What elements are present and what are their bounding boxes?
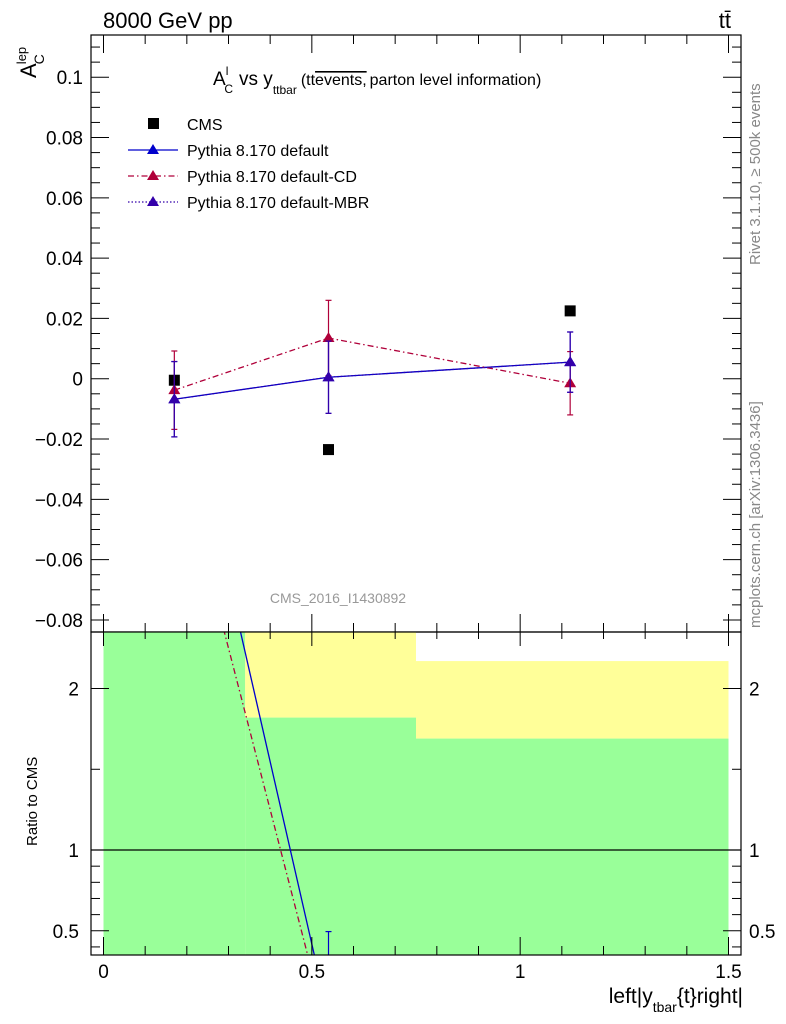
series-marker-3 — [322, 371, 335, 382]
ratio-y-tick-label-right: 1 — [749, 841, 760, 862]
ratio-y-tick-label-right: 0.5 — [749, 922, 775, 943]
main-y-tick-label: −0.04 — [35, 490, 84, 511]
series-marker-3 — [168, 393, 181, 404]
legend-default-cd-marker — [147, 170, 159, 180]
main-y-tick-label: −0.02 — [35, 430, 83, 451]
main-y-tick-label: 0.1 — [57, 68, 83, 89]
ratio-bands — [103, 632, 729, 955]
cms-data-point — [564, 305, 576, 317]
legend: CMS Pythia 8.170 default Pythia 8.170 de… — [128, 117, 369, 212]
ratio-data-layer — [91, 632, 741, 955]
main-y-tick-label: −0.08 — [35, 611, 83, 632]
cms-data-point — [323, 444, 334, 456]
legend-default-marker — [147, 144, 159, 154]
main-y-axis-label: AClep — [14, 47, 47, 78]
ratio-axes: 0.5 0.5 1 1 2 2 0 0.5 1 1.5 — [53, 632, 775, 983]
ratio-x-tick-label: 0.5 — [299, 962, 325, 983]
legend-default-mbr-label: Pythia 8.170 default-MBR — [187, 195, 369, 212]
main-plot-area — [91, 35, 741, 632]
ratio-yellow-band — [245, 632, 416, 718]
ratio-y-axis-label: Ratio to CMS — [24, 757, 41, 846]
ratio-series-line-0 — [239, 632, 315, 955]
ratio-x-tick-label: 0 — [98, 962, 109, 983]
ratio-x-tick-label: 1.5 — [715, 962, 741, 983]
ratio-green-band — [103, 632, 246, 955]
header-process-label: tt̄ — [719, 8, 731, 33]
ratio-y-tick-label: 0.5 — [53, 922, 79, 943]
series-marker-3 — [564, 356, 577, 367]
main-y-tick-label: 0.06 — [46, 189, 83, 210]
header-energy-label: 8000 GeV pp — [103, 8, 233, 33]
main-data-layer — [168, 299, 577, 456]
analysis-watermark: CMS_2016_I1430892 — [270, 590, 406, 606]
main-y-tick-label: −0.06 — [35, 551, 83, 572]
legend-default-label: Pythia 8.170 default — [187, 143, 329, 160]
main-y-tick-label: 0.04 — [46, 249, 83, 270]
ratio-green-band — [416, 738, 729, 955]
ratio-x-axis-label: left|ytbar{t}right| — [609, 985, 743, 1015]
ratio-y-tick-label: 1 — [68, 841, 79, 862]
legend-default-mbr-marker — [147, 196, 159, 206]
series-marker-2 — [322, 332, 335, 343]
ratio-y-tick-label: 2 — [68, 680, 79, 701]
main-y-tick-label: 0.02 — [46, 309, 83, 330]
mcplots-source-label: mcplots.cern.ch [arXiv:1306.3436] — [747, 401, 764, 628]
ratio-panel: 0.5 0.5 1 1 2 2 0 0.5 1 1.5 Ratio to CMS left|ytb… — [24, 631, 775, 1015]
main-axes: −0.08 −0.06 −0.04 −0.02 0 0.02 0.04 0.06 0.08 0.1 — [35, 35, 741, 632]
legend-default-cd-label: Pythia 8.170 default-CD — [187, 169, 357, 186]
ratio-series-line-1 — [223, 632, 309, 955]
main-y-tick-label: 0 — [72, 370, 83, 391]
legend-cms-marker — [148, 118, 159, 129]
ratio-green-band — [245, 717, 416, 955]
legend-cms-label: CMS — [187, 117, 223, 134]
ratio-x-tick-label: 1 — [515, 962, 526, 983]
ratio-yellow-band — [416, 661, 729, 739]
ratio-y-tick-label-right: 2 — [749, 680, 760, 701]
rivet-version-label: Rivet 3.1.10, ≥ 500k events — [747, 83, 764, 265]
main-y-tick-label: 0.08 — [46, 129, 83, 150]
ratio-plot-frame — [90, 631, 742, 956]
